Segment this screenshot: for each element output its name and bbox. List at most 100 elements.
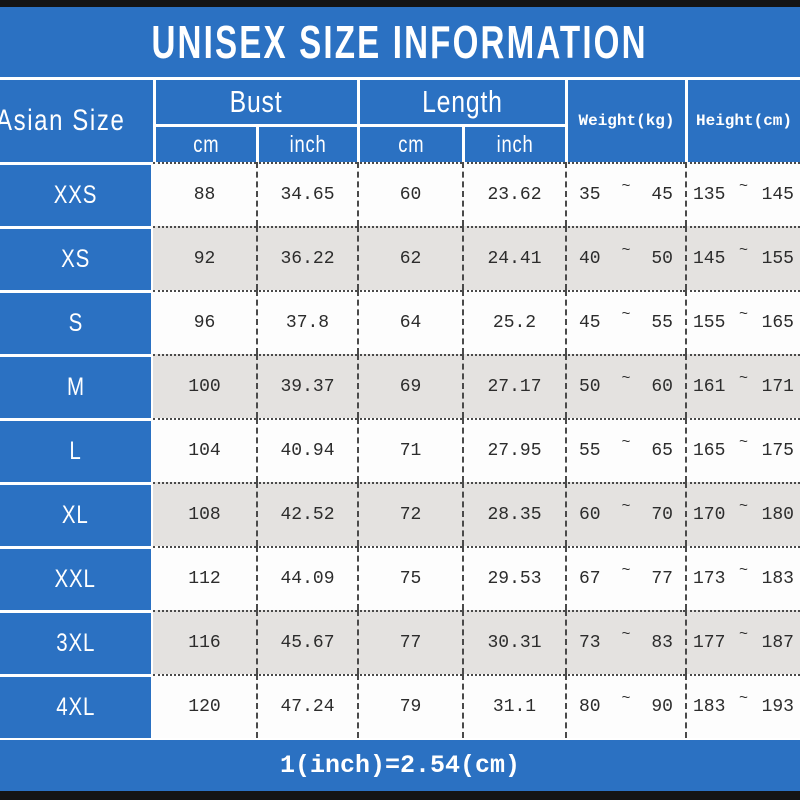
header-bust-cm: cm [156, 127, 256, 162]
length-inch-cell: 27.95 [462, 418, 565, 482]
size-cell: XL [0, 482, 153, 546]
table-body: XXS 88 34.65 60 23.62 35 ~45 135 ~145 XS 92 36.22 62… [0, 162, 800, 738]
size-cell: 3XL [0, 610, 153, 674]
tilde-separator: ~ [738, 497, 748, 515]
weight-cell: 40 ~50 [565, 226, 685, 290]
bust-inch-cell: 34.65 [256, 162, 357, 226]
range-min: 40 [579, 249, 601, 269]
length-cm-cell: 64 [357, 290, 462, 354]
height-cell: 155 ~165 [685, 290, 800, 354]
tilde-separator: ~ [738, 625, 748, 643]
header-length: Length [360, 80, 565, 124]
range-min: 165 [693, 441, 726, 461]
conversion-note: 1(inch)=2.54(cm) [279, 751, 521, 780]
header-height: Height(cm) [688, 80, 800, 162]
size-cell: XS [0, 226, 153, 290]
range-min: 45 [579, 313, 601, 333]
bust-cm-cell: 108 [153, 482, 256, 546]
size-label: 3XL [56, 629, 95, 657]
tilde-separator: ~ [621, 561, 631, 579]
size-cell: M [0, 354, 153, 418]
bust-inch-cell: 39.37 [256, 354, 357, 418]
bust-cm-cell: 96 [153, 290, 256, 354]
height-cell: 145 ~155 [685, 226, 800, 290]
tilde-separator: ~ [738, 433, 748, 451]
bust-inch-cell: 40.94 [256, 418, 357, 482]
weight-cell: 80 ~90 [565, 674, 685, 738]
header-bust-inch: inch [259, 127, 357, 162]
height-cell: 135 ~145 [685, 162, 800, 226]
header-weight: Weight(kg) [568, 80, 685, 162]
range-max: 45 [651, 185, 673, 205]
tilde-separator: ~ [621, 433, 631, 451]
tilde-separator: ~ [738, 305, 748, 323]
top-black-bar [0, 0, 800, 7]
header-asian-size: Asian Size [0, 80, 153, 162]
length-cm-cell: 60 [357, 162, 462, 226]
size-cell: L [0, 418, 153, 482]
tilde-separator: ~ [621, 305, 631, 323]
length-inch-cell: 23.62 [462, 162, 565, 226]
range-min: 55 [579, 441, 601, 461]
bust-cm-cell: 100 [153, 354, 256, 418]
range-max: 183 [761, 569, 794, 589]
tilde-separator: ~ [738, 369, 748, 387]
size-label: S [68, 309, 83, 337]
bust-inch-cell: 47.24 [256, 674, 357, 738]
range-min: 35 [579, 185, 601, 205]
header-bust-inch-label: inch [289, 131, 327, 157]
bottom-black-bar [0, 791, 800, 800]
range-min: 73 [579, 633, 601, 653]
range-max: 171 [761, 377, 794, 397]
weight-cell: 73 ~83 [565, 610, 685, 674]
bust-inch-cell: 42.52 [256, 482, 357, 546]
range-max: 70 [651, 505, 673, 525]
length-cm-cell: 77 [357, 610, 462, 674]
range-min: 135 [693, 185, 726, 205]
header-height-label: Height(cm) [695, 112, 792, 130]
height-cell: 165 ~175 [685, 418, 800, 482]
bust-cm-cell: 88 [153, 162, 256, 226]
range-max: 60 [651, 377, 673, 397]
length-inch-cell: 24.41 [462, 226, 565, 290]
range-max: 187 [761, 633, 794, 653]
height-cell: 161 ~171 [685, 354, 800, 418]
range-min: 67 [579, 569, 601, 589]
bust-cm-cell: 116 [153, 610, 256, 674]
weight-cell: 67 ~77 [565, 546, 685, 610]
bust-inch-cell: 44.09 [256, 546, 357, 610]
header-length-inch-label: inch [496, 131, 534, 157]
range-max: 155 [761, 249, 794, 269]
header-bust-cm-label: cm [192, 131, 220, 157]
size-cell: XXL [0, 546, 153, 610]
height-cell: 170 ~180 [685, 482, 800, 546]
range-max: 165 [761, 313, 794, 333]
footer-banner: 1(inch)=2.54(cm) [0, 738, 800, 791]
tilde-separator: ~ [621, 241, 631, 259]
length-inch-cell: 27.17 [462, 354, 565, 418]
range-min: 155 [693, 313, 726, 333]
range-min: 50 [579, 377, 601, 397]
tilde-separator: ~ [738, 177, 748, 195]
tilde-separator: ~ [621, 497, 631, 515]
length-cm-cell: 62 [357, 226, 462, 290]
range-min: 145 [693, 249, 726, 269]
range-max: 175 [761, 441, 794, 461]
tilde-separator: ~ [738, 561, 748, 579]
range-min: 183 [693, 697, 726, 717]
weight-cell: 35 ~45 [565, 162, 685, 226]
size-label: 4XL [56, 693, 95, 721]
header-length-label: Length [422, 84, 503, 119]
range-min: 170 [693, 505, 726, 525]
tilde-separator: ~ [621, 177, 631, 195]
header-bust: Bust [156, 80, 357, 124]
bust-cm-cell: 120 [153, 674, 256, 738]
length-cm-cell: 71 [357, 418, 462, 482]
range-min: 60 [579, 505, 601, 525]
length-inch-cell: 30.31 [462, 610, 565, 674]
size-label: XS [60, 245, 90, 273]
weight-cell: 60 ~70 [565, 482, 685, 546]
range-max: 65 [651, 441, 673, 461]
header-bust-label: Bust [230, 84, 283, 119]
